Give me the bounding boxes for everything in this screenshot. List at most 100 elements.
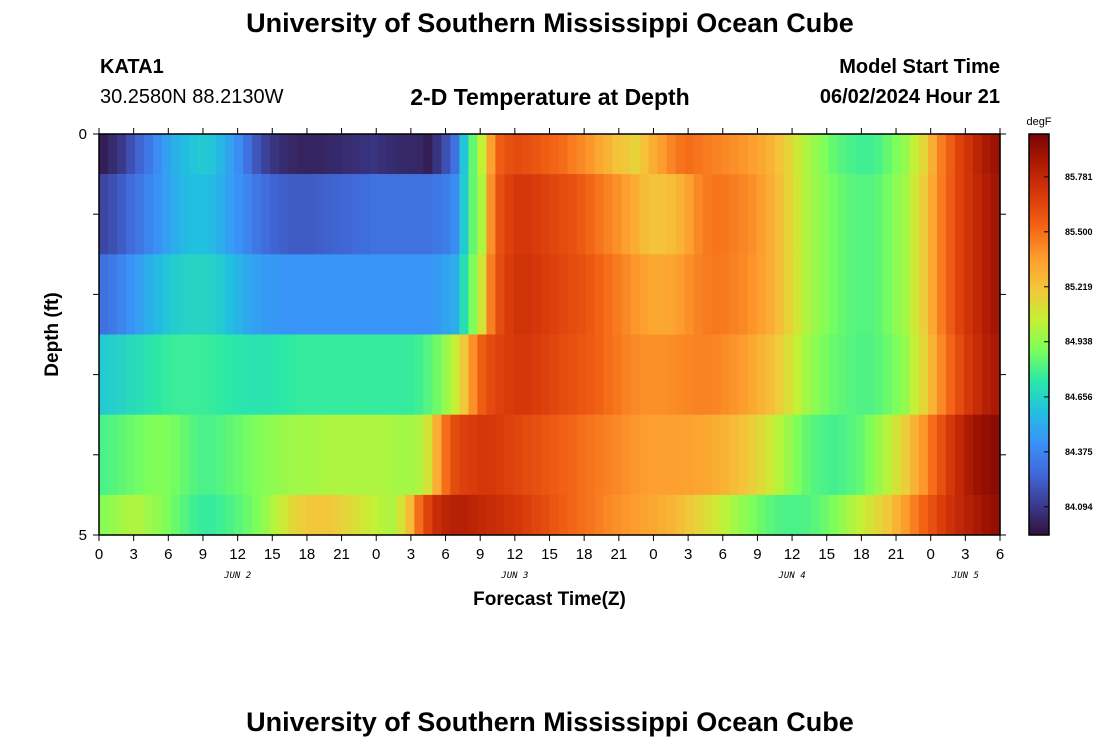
- heatmap-cell: [243, 414, 253, 496]
- heatmap-cell: [513, 174, 524, 255]
- heatmap-cell: [117, 494, 127, 536]
- heatmap-cell: [423, 254, 433, 335]
- heatmap-cell: [990, 254, 1001, 335]
- day-label: JUN 2: [223, 571, 251, 581]
- heatmap-cell: [846, 134, 857, 175]
- heatmap-cell: [243, 174, 253, 255]
- heatmap-cell: [837, 174, 848, 255]
- heatmap-cell: [315, 134, 325, 175]
- heatmap-cell: [693, 134, 704, 175]
- day-label: JUN 4: [778, 571, 806, 581]
- heatmap-cell: [171, 174, 181, 255]
- heatmap-cell: [738, 494, 749, 536]
- heatmap-cell: [486, 254, 497, 335]
- heatmap-cell: [288, 414, 298, 496]
- heatmap-cell: [639, 414, 650, 496]
- x-tick-label: 9: [476, 546, 484, 563]
- x-tick-label: 12: [784, 546, 801, 563]
- y-axis-label: Depth (ft): [42, 292, 63, 376]
- heatmap-cell: [981, 494, 992, 536]
- heatmap-cell: [594, 174, 605, 255]
- heatmap-cell: [540, 334, 551, 415]
- heatmap-cell: [513, 334, 524, 415]
- heatmap-cell: [963, 254, 974, 335]
- heatmap-cell: [855, 174, 866, 255]
- heatmap-cell: [513, 254, 524, 335]
- heatmap-cell: [279, 134, 289, 175]
- heatmap-cell: [216, 134, 226, 175]
- colorbar-tick-label: 84.094: [1065, 502, 1093, 512]
- heatmap-cell: [819, 334, 830, 415]
- heatmap-cell: [927, 174, 938, 255]
- heatmap-cell: [126, 414, 136, 496]
- heatmap-cell: [243, 134, 253, 175]
- heatmap-cell: [315, 414, 325, 496]
- x-tick-label: 18: [853, 546, 870, 563]
- station-id: KATA1: [100, 56, 164, 78]
- heatmap-cell: [252, 174, 262, 255]
- heatmap-cell: [585, 494, 596, 536]
- heatmap-cell: [261, 254, 271, 335]
- heatmap-cell: [693, 334, 704, 415]
- y-tick-label: 5: [79, 527, 87, 544]
- heatmap-cell: [171, 334, 181, 415]
- heatmap-cell: [387, 254, 397, 335]
- heatmap-cell: [801, 414, 812, 496]
- heatmap-cell: [387, 134, 397, 175]
- heatmap-cell: [441, 494, 451, 536]
- heatmap-cell: [234, 134, 244, 175]
- heatmap-cell: [477, 174, 488, 255]
- heatmap-cell: [216, 494, 226, 536]
- heatmap-cell: [990, 334, 1001, 415]
- heatmap-cell: [396, 134, 406, 175]
- colorbar-tick-label: 84.375: [1065, 447, 1093, 457]
- heatmap-cell: [576, 414, 587, 496]
- heatmap-cell: [306, 494, 316, 536]
- heatmap-cell: [468, 254, 479, 335]
- heatmap-cell: [918, 494, 929, 536]
- heatmap-cell: [234, 334, 244, 415]
- x-tick-label: 6: [996, 546, 1004, 563]
- x-tick-label: 12: [229, 546, 246, 563]
- heatmap-cell: [405, 134, 415, 175]
- heatmap-cell: [693, 254, 704, 335]
- heatmap-cell: [666, 174, 677, 255]
- heatmap-cell: [540, 254, 551, 335]
- heatmap-cell: [765, 254, 776, 335]
- heatmap-cell: [333, 174, 343, 255]
- heatmap-cell: [594, 254, 605, 335]
- heatmap-cell: [333, 414, 343, 496]
- heatmap-cell: [738, 334, 749, 415]
- heatmap-cell: [387, 414, 397, 496]
- heatmap-cell: [576, 334, 587, 415]
- heatmap-cell: [576, 494, 587, 536]
- heatmap-cell: [117, 134, 127, 175]
- heatmap-cell: [819, 414, 830, 496]
- heatmap-cell: [531, 134, 542, 175]
- heatmap-cell: [477, 334, 488, 415]
- heatmap-cell: [801, 494, 812, 536]
- heatmap-cell: [540, 134, 551, 175]
- heatmap-cell: [720, 334, 731, 415]
- heatmap-cell: [729, 334, 740, 415]
- heatmap-cell: [693, 414, 704, 496]
- heatmap-cell: [972, 494, 983, 536]
- heatmap-cell: [612, 254, 623, 335]
- x-tick-label: 21: [333, 546, 350, 563]
- heatmap-cell: [684, 414, 695, 496]
- heatmap-cell: [171, 494, 181, 536]
- heatmap-cell: [630, 334, 641, 415]
- heatmap-cell: [945, 494, 956, 536]
- heatmap-cell: [918, 134, 929, 175]
- heatmap-cell: [558, 414, 569, 496]
- heatmap-cell: [990, 174, 1001, 255]
- heatmap-cell: [333, 134, 343, 175]
- heatmap-cell: [270, 494, 280, 536]
- heatmap-cell: [468, 134, 479, 175]
- heatmap-cell: [360, 134, 370, 175]
- heatmap-cell: [405, 414, 415, 496]
- heatmap-cell: [459, 254, 470, 335]
- heatmap-cell: [936, 254, 947, 335]
- heatmap-cell: [540, 174, 551, 255]
- heatmap-cell: [927, 254, 938, 335]
